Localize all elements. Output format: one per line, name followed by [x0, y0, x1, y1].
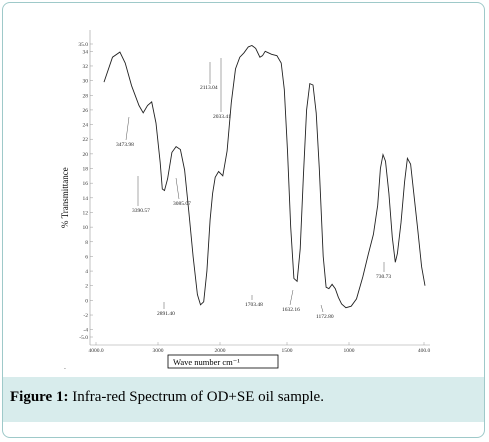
peak-label: 1703.48 — [245, 302, 263, 308]
y-tick-label: 0 — [85, 298, 88, 304]
y-tick-label: 34 — [83, 49, 89, 55]
y-tick-label: 14 — [83, 196, 89, 202]
peak-leader-line — [125, 116, 130, 141]
y-tick-label: 22 — [83, 137, 89, 143]
x-tick-label: 1500 — [282, 348, 293, 354]
peak-label: 1632.16 — [282, 307, 300, 313]
x-tick-label: 4000.0 — [88, 348, 103, 354]
caption-label: Figure 1: — [10, 389, 69, 405]
y-tick-label: -4 — [83, 328, 88, 334]
peak-label: 730.73 — [376, 274, 391, 280]
y-tick-label: 24 — [83, 123, 89, 129]
y-tick-label: 20 — [83, 152, 89, 158]
peak-label: 1172.80 — [316, 314, 334, 320]
x-tick-label: 400.0 — [418, 348, 431, 354]
peak-label: 3390.57 — [132, 208, 150, 214]
peak-leader-line — [175, 177, 180, 200]
y-tick-label: 28 — [83, 93, 89, 99]
caption-band — [3, 377, 484, 422]
y-tick-label: 26 — [83, 108, 89, 114]
spectrum-series-line — [103, 44, 426, 309]
peak-label: 3085.07 — [173, 201, 191, 207]
y-tick-label: 10 — [83, 225, 89, 231]
x-axis-title: Wave number cm⁻¹ — [173, 357, 240, 367]
y-tick-label: -2 — [83, 313, 88, 319]
y-tick-label: 30 — [83, 79, 89, 85]
y-tick-label: 16 — [83, 181, 89, 187]
y-tick-label: 12 — [83, 210, 89, 216]
peak-label: 2033.41 — [213, 114, 231, 120]
x-tick-label: 3000 — [153, 348, 164, 354]
peak-label: 2891.40 — [157, 311, 175, 317]
y-axis-title: % Transmittance — [60, 167, 70, 228]
x-axis-title-box — [167, 354, 279, 369]
caption-text: Infra-red Spectrum of OD+SE oil sample. — [68, 389, 324, 405]
y-tick-label: -5.0 — [79, 335, 88, 341]
y-tick-label: 8 — [85, 240, 88, 246]
peak-leader-line — [289, 289, 294, 306]
y-tick-label: 4 — [85, 269, 88, 275]
x-tick-label: 1000 — [344, 348, 355, 354]
figure-caption: Figure 1: Infra-red Spectrum of OD+SE oi… — [10, 389, 324, 406]
x-tick-label: 2000 — [215, 348, 226, 354]
figure-frame — [2, 2, 485, 438]
peak-label: 3473.98 — [116, 142, 134, 148]
minus-mark: - — [64, 366, 66, 372]
peak-leader-line — [320, 304, 324, 313]
y-tick-label: 35.0 — [78, 42, 88, 48]
y-tick-label: 32 — [83, 64, 89, 70]
peak-label: 2113.04 — [200, 85, 218, 91]
y-tick-label: 6 — [85, 254, 88, 260]
y-tick-label: 18 — [83, 167, 89, 173]
y-tick-label: 2 — [85, 284, 88, 290]
